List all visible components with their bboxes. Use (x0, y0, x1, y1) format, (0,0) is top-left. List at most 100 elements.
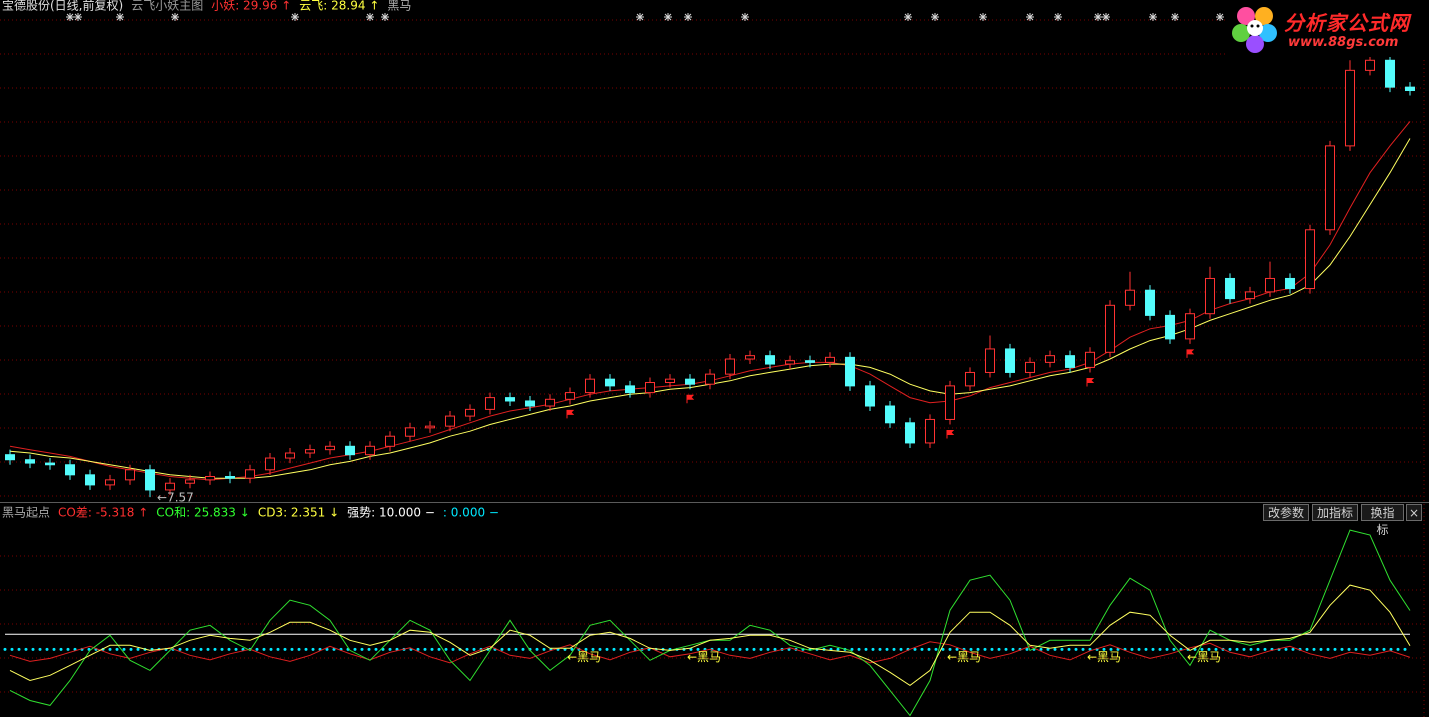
signal-star (66, 13, 74, 21)
candle-body (265, 457, 275, 471)
candle-body (1165, 314, 1175, 340)
signal-star (1149, 13, 1157, 21)
candle-body (1385, 59, 1395, 88)
logo: 分析家公式网 www.88gs.com (1228, 0, 1429, 57)
candle-body (405, 427, 415, 437)
candle-body (1145, 289, 1155, 316)
readout: CO和: 25.833 ↓ (156, 506, 250, 520)
candle-body (205, 476, 215, 481)
signal-label: ←黑马 (687, 650, 721, 664)
signal-label: ←黑马 (947, 650, 981, 664)
signal-star (381, 13, 389, 21)
candle-body (605, 378, 615, 387)
low-annotation: ←7.57 (157, 491, 194, 505)
candle-body (1225, 277, 1235, 300)
flag-icon (1186, 349, 1195, 358)
signal-star (291, 13, 299, 21)
candle-body (1045, 355, 1055, 363)
candle-body (545, 398, 555, 407)
candle-body (1345, 69, 1355, 147)
candle-body (1085, 351, 1095, 368)
candle-body (225, 476, 235, 479)
candle-body (845, 356, 855, 387)
candle-body (305, 449, 315, 454)
candle-body (45, 462, 55, 466)
candle-body (645, 382, 655, 394)
readout: : 0.000 − (443, 506, 499, 520)
flag-icon (946, 429, 955, 439)
signal-star (979, 13, 987, 21)
candle-body (1405, 86, 1415, 91)
signal-label: ←黑马 (1087, 650, 1121, 664)
indicator-name: 云飞小妖主图 (131, 0, 203, 13)
candle-body (1245, 291, 1255, 300)
button-add-indicator[interactable]: 加指标 (1312, 504, 1358, 521)
candle-body (485, 397, 495, 410)
candle-body (425, 425, 435, 429)
indicator-title: 黑马起点 (2, 506, 50, 520)
signal-star (1102, 13, 1110, 21)
signal-label: ←黑马 (1187, 650, 1221, 664)
signal-star (1054, 13, 1062, 21)
candle-body (565, 392, 575, 400)
signal-star (636, 13, 644, 21)
candle-body (725, 358, 735, 375)
candle-body (1285, 277, 1295, 290)
candle-body (1125, 289, 1135, 306)
signal-star (1171, 13, 1179, 21)
candle-body (745, 355, 755, 360)
readout: 黑马 (387, 0, 411, 13)
candle-body (905, 422, 915, 444)
candle-body (885, 405, 895, 424)
button-switch-indicator[interactable]: 换指标 (1361, 504, 1404, 537)
candle-body (1065, 355, 1075, 368)
readout: 云飞: 28.94 ↑ (299, 0, 379, 13)
candle-body (925, 418, 935, 444)
signal-star (1094, 13, 1102, 21)
candle-body (945, 385, 955, 420)
signal-star (1216, 13, 1224, 21)
candle-body (185, 479, 195, 484)
candle-body (805, 360, 815, 363)
candle-body (165, 482, 175, 491)
candle-body (785, 360, 795, 365)
indicator-line (9, 529, 1411, 717)
flag-icon (566, 409, 575, 419)
candle-body (5, 454, 15, 461)
signal-star (1026, 13, 1034, 21)
button-close[interactable]: × (1406, 504, 1422, 521)
signal-label: ←黑马 (567, 650, 601, 664)
logo-url: www.88gs.com (1288, 35, 1399, 50)
candle-body (125, 469, 135, 481)
candle-body (105, 479, 115, 486)
candle-body (825, 356, 835, 363)
readout: 强势: 10.000 − (347, 506, 435, 520)
candle-body (765, 355, 775, 365)
candle-body (1025, 361, 1035, 373)
candle-body (1005, 348, 1015, 373)
candle-body (445, 415, 455, 427)
candle-body (585, 378, 595, 394)
candle-body (85, 474, 95, 486)
candle-body (365, 445, 375, 456)
readout: CO差: -5.318 ↑ (58, 506, 148, 520)
signal-star (366, 13, 374, 21)
candle-body (285, 452, 295, 459)
candle-body (65, 464, 75, 476)
candle-body (665, 378, 675, 384)
indicator-line (9, 584, 1411, 687)
signal-star (741, 13, 749, 21)
indicator-line (9, 641, 1411, 664)
signal-star (171, 13, 179, 21)
signal-star (116, 13, 124, 21)
candle-body (1265, 277, 1275, 293)
candle-body (505, 397, 515, 402)
signal-star (684, 13, 692, 21)
candle-body (1105, 304, 1115, 353)
moving-average-line (9, 138, 1411, 479)
candle-body (145, 469, 155, 491)
flag-icon (1086, 377, 1095, 387)
candle-body (705, 373, 715, 385)
button-edit-params[interactable]: 改参数 (1263, 504, 1309, 521)
